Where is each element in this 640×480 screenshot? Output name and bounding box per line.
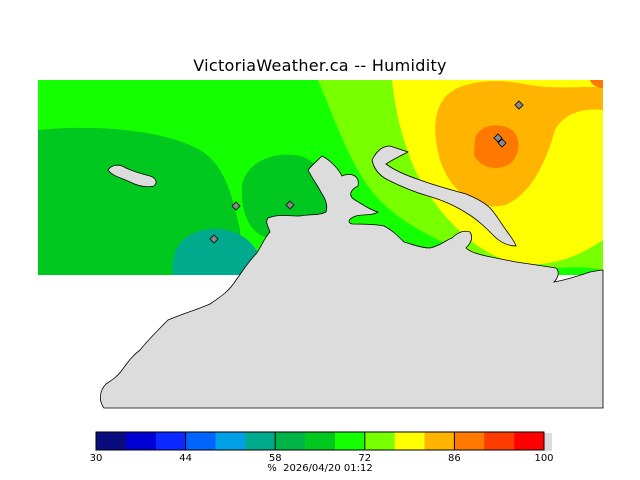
humidity-zone-teal bbox=[172, 228, 263, 275]
legend-swatch bbox=[394, 432, 425, 450]
legend-swatch bbox=[275, 432, 306, 450]
legend-tick-label: 58 bbox=[269, 453, 282, 464]
timestamp: 2026/04/20 01:12 bbox=[283, 463, 373, 474]
station-marker[interactable] bbox=[231, 201, 241, 211]
legend-swatch bbox=[155, 432, 186, 450]
legend-swatch bbox=[215, 432, 246, 450]
coastline-mainland bbox=[100, 155, 604, 409]
legend-tick-label: 72 bbox=[358, 453, 371, 464]
unit-label: % bbox=[267, 463, 277, 474]
legend-swatch bbox=[305, 432, 336, 450]
legend-swatch bbox=[334, 432, 366, 450]
legend-swatches bbox=[96, 432, 545, 450]
legend-swatch bbox=[484, 432, 515, 450]
station-marker[interactable] bbox=[493, 133, 503, 143]
legend-tick-label: 86 bbox=[448, 453, 461, 464]
station-marker[interactable] bbox=[285, 200, 295, 210]
coastline-inlet bbox=[371, 145, 517, 247]
legend-swatch bbox=[514, 432, 545, 450]
legend-swatch bbox=[96, 432, 127, 450]
legend-swatch bbox=[454, 432, 485, 450]
humidity-zone-dark-orange bbox=[474, 125, 519, 168]
land bbox=[100, 145, 604, 409]
station-marker[interactable] bbox=[514, 100, 524, 110]
legend-swatch bbox=[245, 432, 276, 450]
legend-tick-label: 30 bbox=[90, 453, 103, 464]
humidity-zone-orange bbox=[435, 81, 603, 207]
island bbox=[107, 164, 157, 188]
legend-swatch bbox=[125, 432, 157, 450]
humidity-zone-dark-orange-corner bbox=[590, 80, 603, 88]
station-marker[interactable] bbox=[209, 234, 219, 244]
legend-ticks: 30 44 58 72 86 100 bbox=[90, 432, 554, 464]
legend-swatch bbox=[424, 432, 455, 450]
station-markers bbox=[209, 100, 524, 244]
legend-swatch bbox=[364, 432, 395, 450]
legend-swatch bbox=[185, 432, 216, 450]
station-marker[interactable] bbox=[497, 138, 507, 148]
legend-overflow bbox=[544, 433, 552, 451]
legend-caption: % 2026/04/20 01:12 bbox=[0, 463, 640, 474]
legend-tick-label: 100 bbox=[534, 453, 553, 464]
legend-frame bbox=[95, 431, 545, 451]
map-title: VictoriaWeather.ca -- Humidity bbox=[193, 56, 447, 75]
legend-tick-label: 44 bbox=[179, 453, 192, 464]
